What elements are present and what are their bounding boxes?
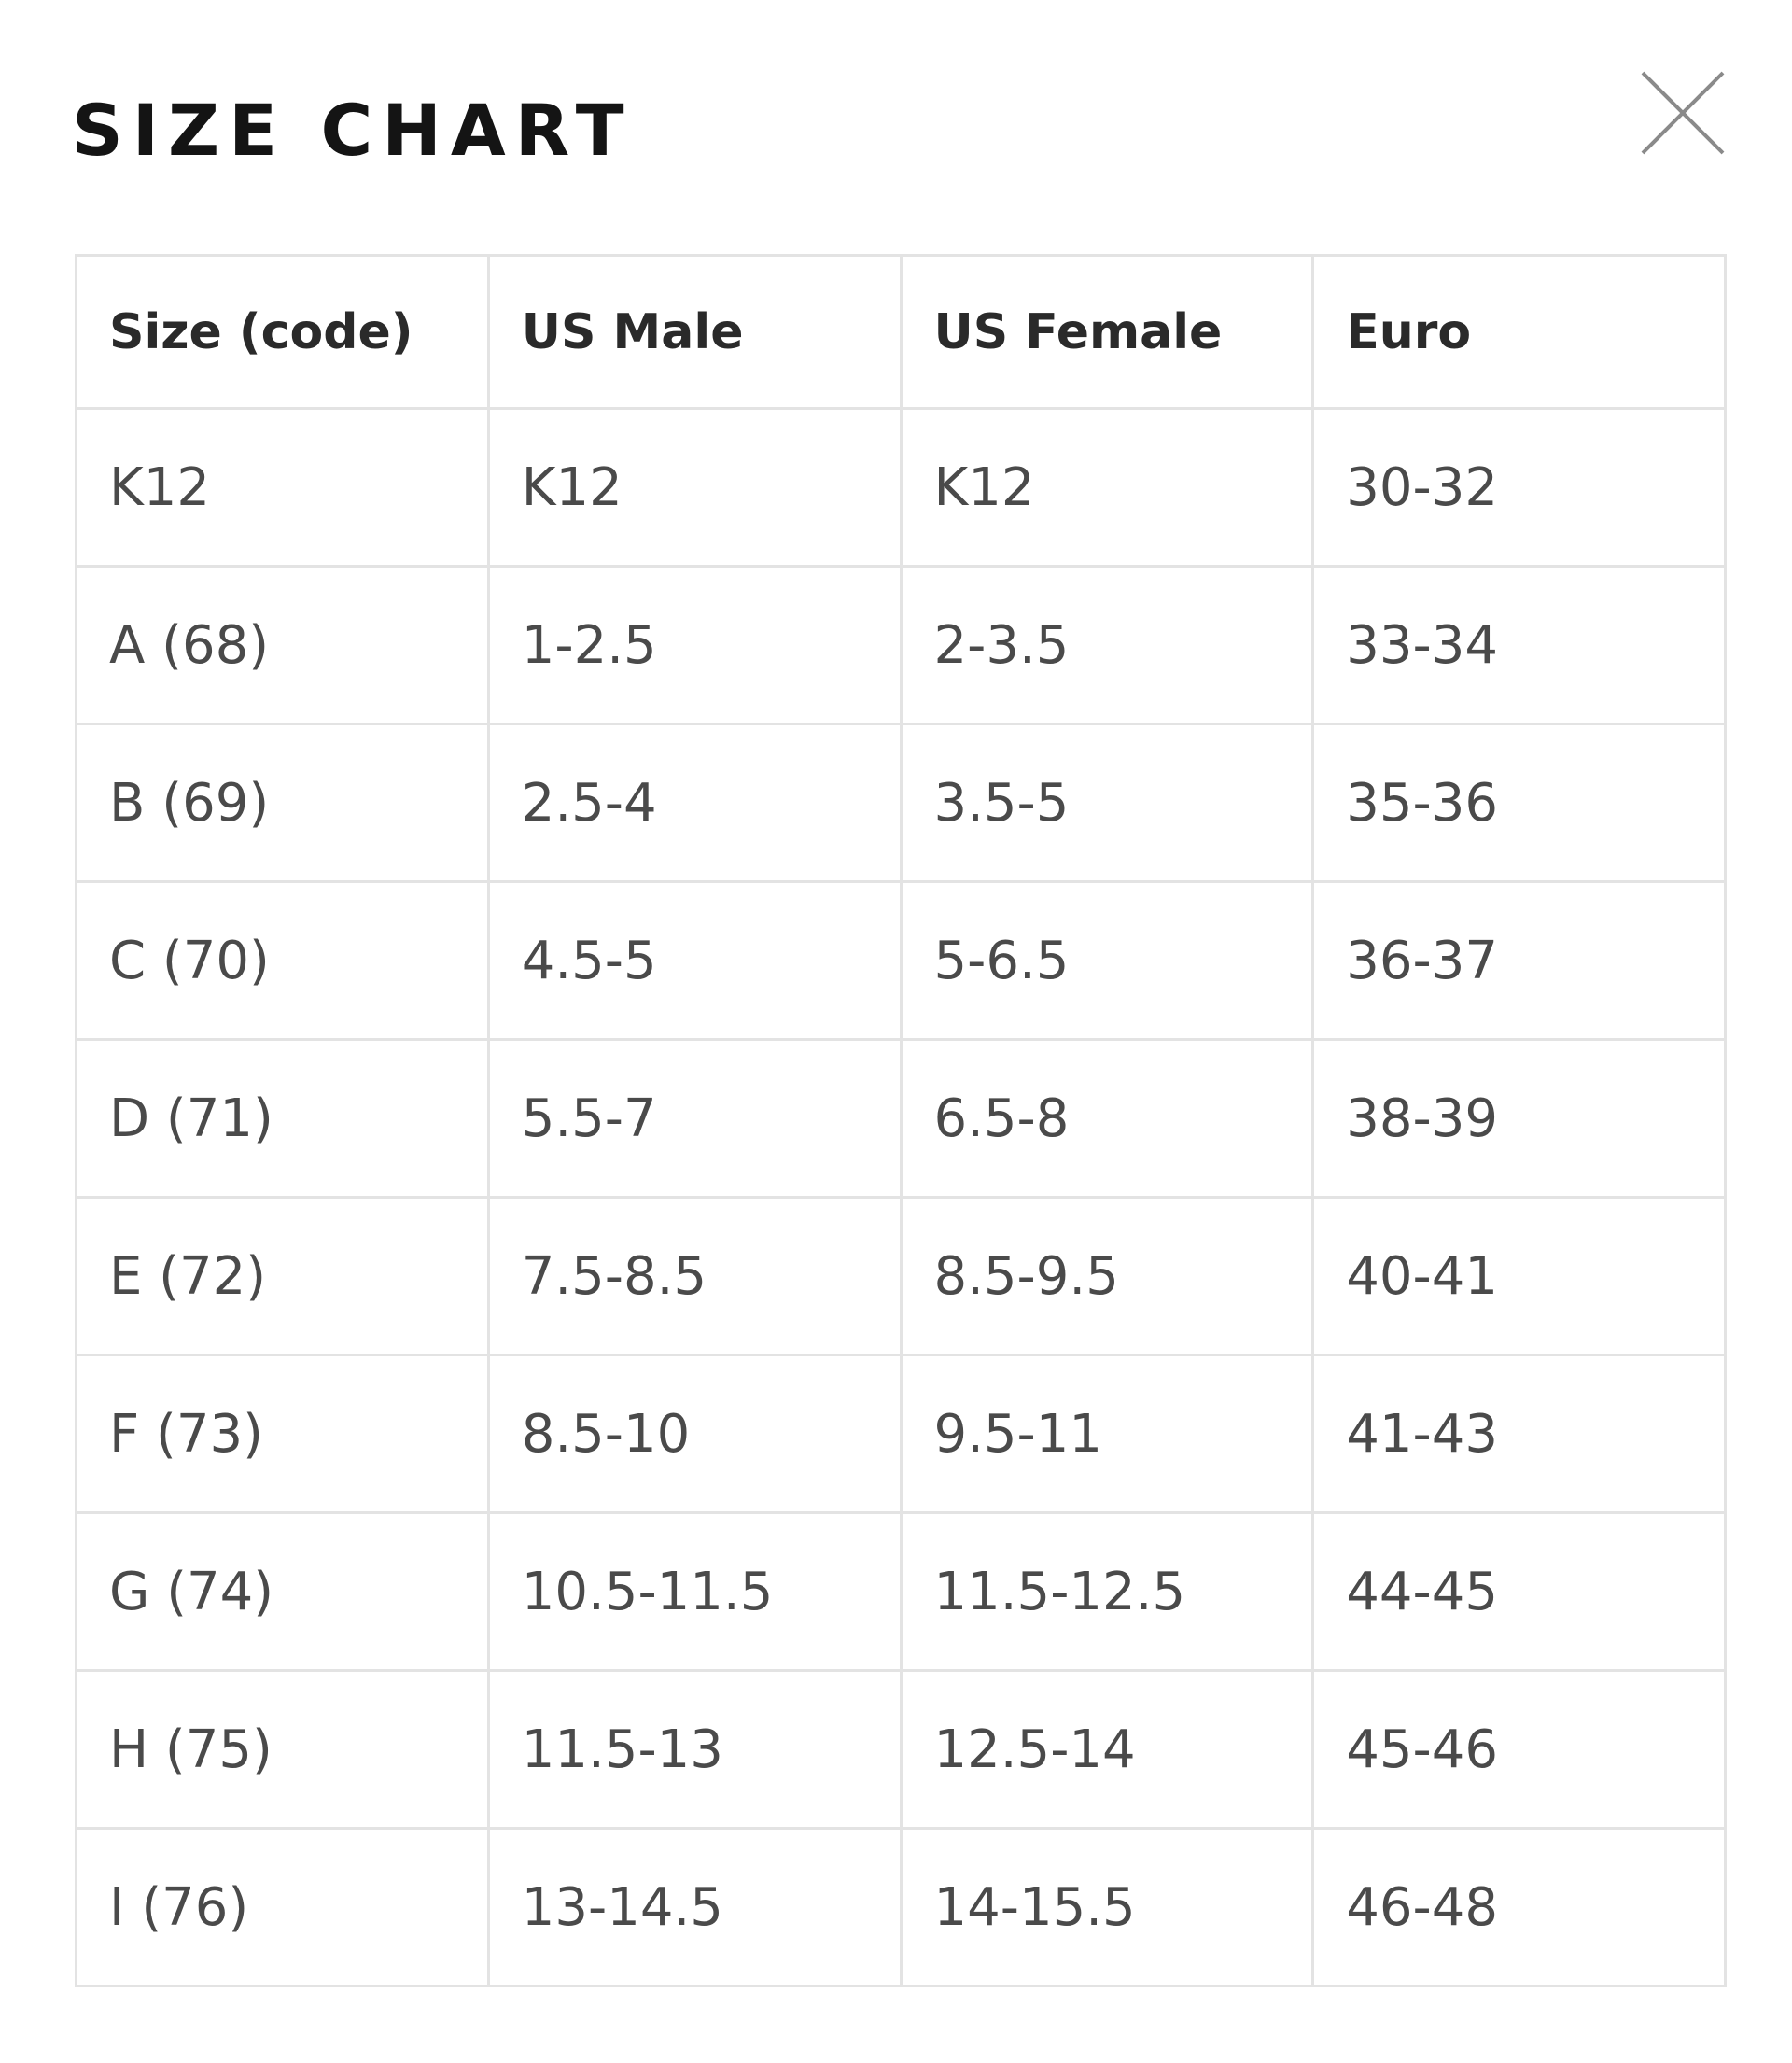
cell-us-female: 9.5-11 — [899, 1354, 1315, 1514]
cell-euro: 38-39 — [1311, 1038, 1727, 1199]
cell-us-female: 8.5-9.5 — [899, 1196, 1315, 1356]
cell-us-male: 10.5-11.5 — [486, 1511, 903, 1672]
header-us-male: US Male — [486, 254, 903, 410]
cell-us-female: 3.5-5 — [899, 723, 1315, 883]
cell-euro: 36-37 — [1311, 880, 1727, 1041]
header-euro: Euro — [1311, 254, 1727, 410]
cell-us-male: 13-14.5 — [486, 1827, 903, 1987]
cell-euro: 46-48 — [1311, 1827, 1727, 1987]
cell-us-female: 11.5-12.5 — [899, 1511, 1315, 1672]
cell-us-female: 14-15.5 — [899, 1827, 1315, 1987]
cell-us-female: 6.5-8 — [899, 1038, 1315, 1199]
table-row: G (74) 10.5-11.5 11.5-12.5 44-45 — [75, 1511, 1727, 1672]
table-row: A (68) 1-2.5 2-3.5 33-34 — [75, 565, 1727, 725]
table-row: D (71) 5.5-7 6.5-8 38-39 — [75, 1038, 1727, 1199]
cell-us-female: 5-6.5 — [899, 880, 1315, 1041]
table-row: H (75) 11.5-13 12.5-14 45-46 — [75, 1669, 1727, 1830]
cell-us-female: 2-3.5 — [899, 565, 1315, 725]
cell-size-code: C (70) — [75, 880, 490, 1041]
close-x-icon — [1641, 71, 1725, 155]
cell-euro: 45-46 — [1311, 1669, 1727, 1830]
header-size-code: Size (code) — [75, 254, 490, 410]
cell-euro: 44-45 — [1311, 1511, 1727, 1672]
table-row: K12 K12 K12 30-32 — [75, 407, 1727, 568]
cell-euro: 35-36 — [1311, 723, 1727, 883]
cell-size-code: A (68) — [75, 565, 490, 725]
table-row: B (69) 2.5-4 3.5-5 35-36 — [75, 723, 1727, 883]
cell-us-male: 7.5-8.5 — [486, 1196, 903, 1356]
cell-us-male: 4.5-5 — [486, 880, 903, 1041]
cell-size-code: D (71) — [75, 1038, 490, 1199]
cell-us-male: 8.5-10 — [486, 1354, 903, 1514]
cell-us-male: 2.5-4 — [486, 723, 903, 883]
cell-euro: 30-32 — [1311, 407, 1727, 568]
cell-us-male: K12 — [486, 407, 903, 568]
modal-title: SIZE CHART — [72, 89, 634, 172]
header-us-female: US Female — [899, 254, 1315, 410]
table-row: E (72) 7.5-8.5 8.5-9.5 40-41 — [75, 1196, 1727, 1356]
cell-size-code: G (74) — [75, 1511, 490, 1672]
cell-size-code: I (76) — [75, 1827, 490, 1987]
cell-euro: 33-34 — [1311, 565, 1727, 725]
close-button[interactable] — [1639, 69, 1727, 157]
cell-us-female: K12 — [899, 407, 1315, 568]
table-header-row: Size (code) US Male US Female Euro — [75, 254, 1727, 410]
cell-size-code: B (69) — [75, 723, 490, 883]
table-row: I (76) 13-14.5 14-15.5 46-48 — [75, 1827, 1727, 1987]
cell-us-male: 5.5-7 — [486, 1038, 903, 1199]
cell-us-male: 1-2.5 — [486, 565, 903, 725]
cell-us-female: 12.5-14 — [899, 1669, 1315, 1830]
table-row: C (70) 4.5-5 5-6.5 36-37 — [75, 880, 1727, 1041]
cell-us-male: 11.5-13 — [486, 1669, 903, 1830]
cell-size-code: E (72) — [75, 1196, 490, 1356]
cell-size-code: H (75) — [75, 1669, 490, 1830]
cell-euro: 41-43 — [1311, 1354, 1727, 1514]
cell-euro: 40-41 — [1311, 1196, 1727, 1356]
size-table: Size (code) US Male US Female Euro K12 K… — [75, 254, 1727, 1987]
cell-size-code: K12 — [75, 407, 490, 568]
table-row: F (73) 8.5-10 9.5-11 41-43 — [75, 1354, 1727, 1514]
cell-size-code: F (73) — [75, 1354, 490, 1514]
